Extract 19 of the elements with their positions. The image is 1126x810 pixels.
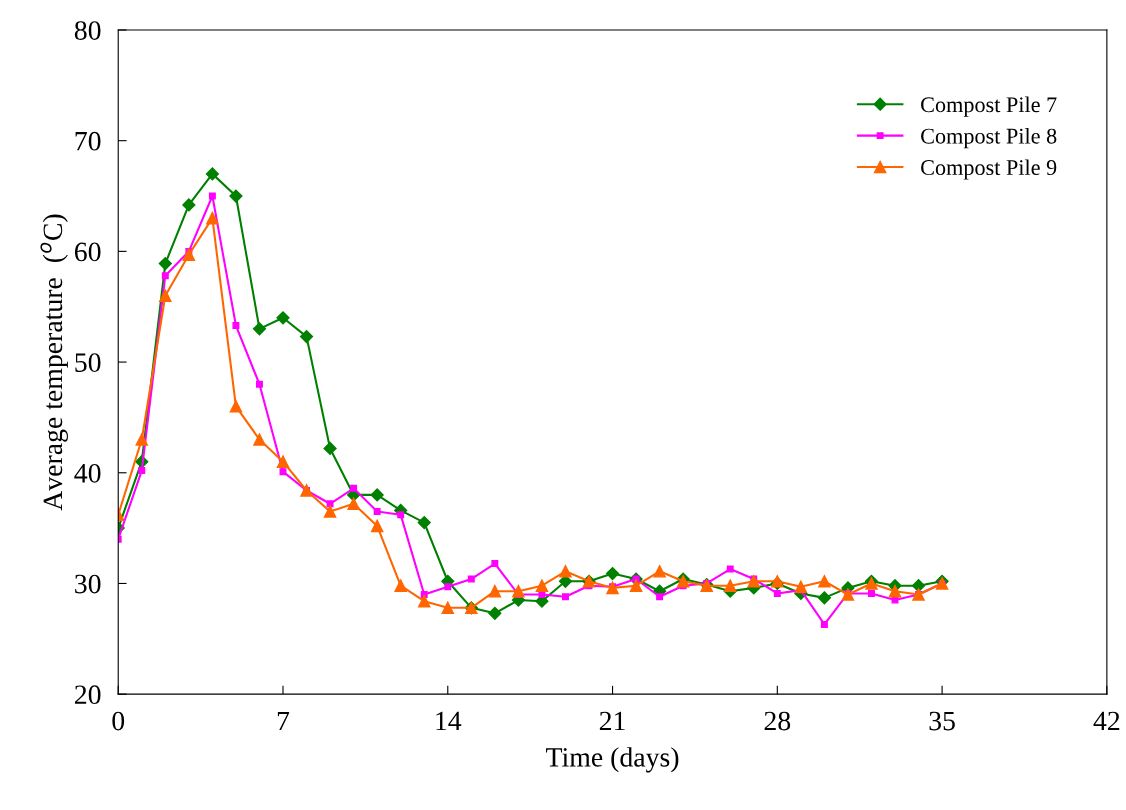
- x-tick-label: 7: [277, 711, 290, 731]
- x-tick-label: 0: [112, 711, 125, 731]
- y-tick-label: 50: [75, 353, 101, 372]
- y-tick-label: 80: [74, 21, 101, 40]
- x-tick-label: 35: [929, 711, 955, 731]
- legend-label: Compost Pile 9: [921, 159, 1057, 180]
- x-tick-label: 21: [599, 711, 625, 731]
- legend-label: Compost Pile 7: [921, 96, 1057, 117]
- y-tick-label: 30: [75, 574, 101, 594]
- y-tick-label: 60: [74, 242, 101, 262]
- x-tick-label: 28: [764, 711, 791, 731]
- legend-label: Compost Pile 8: [921, 128, 1057, 149]
- y-axis-title: Average temperature ($^{o}$C): [40, 214, 68, 511]
- y-tick-label: 20: [75, 685, 101, 705]
- x-tick-label: 42: [1093, 711, 1120, 731]
- y-tick-label: 40: [74, 463, 101, 483]
- y-tick-label: 70: [75, 131, 101, 151]
- x-tick-label: 14: [436, 711, 462, 731]
- x-axis-title: Time (days): [546, 747, 679, 773]
